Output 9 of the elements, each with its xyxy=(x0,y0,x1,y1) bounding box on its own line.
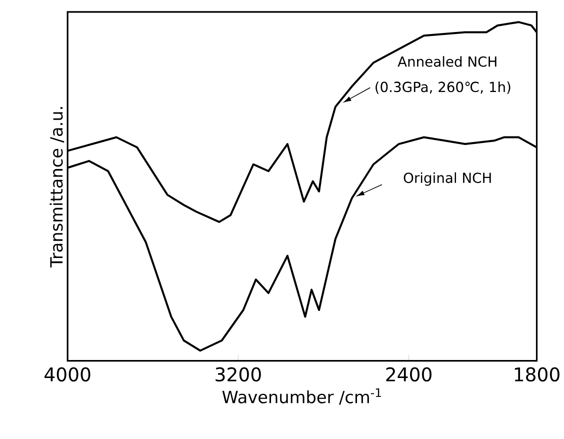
y-axis-title: Transmittance /a.u. xyxy=(50,106,64,268)
series-label: Original NCH xyxy=(404,172,491,186)
x-tick-label: 3200 xyxy=(216,367,261,382)
x-tick-label: 2400 xyxy=(386,367,432,382)
annotation: (0.3GPa, 260℃, 1h) xyxy=(376,81,510,94)
x-tick-label: 1800 xyxy=(514,367,560,382)
x-tick-label: 4000 xyxy=(44,367,90,382)
x-axis-title: Wavenumber /cm$^{-1}$ xyxy=(222,388,382,405)
series-label: Annealed NCH xyxy=(398,56,496,67)
